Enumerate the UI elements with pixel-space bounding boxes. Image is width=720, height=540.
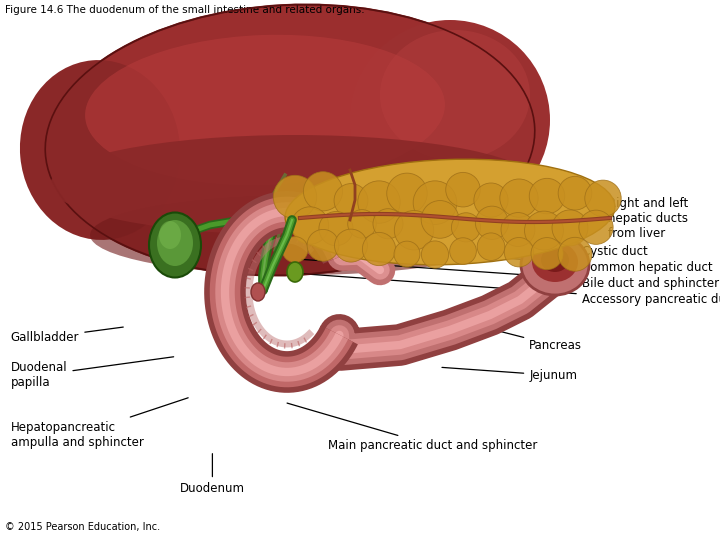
Text: Jejunum: Jejunum (442, 367, 577, 382)
Circle shape (394, 241, 420, 267)
Circle shape (335, 229, 367, 262)
Ellipse shape (50, 135, 540, 235)
Circle shape (552, 210, 588, 246)
Circle shape (395, 211, 433, 250)
Ellipse shape (521, 235, 589, 295)
Ellipse shape (45, 4, 535, 275)
Ellipse shape (532, 242, 578, 282)
Text: Pancreas: Pancreas (453, 319, 582, 352)
Circle shape (413, 181, 456, 225)
Ellipse shape (285, 159, 615, 265)
Text: Cystic duct: Cystic duct (316, 235, 647, 258)
Circle shape (475, 206, 508, 239)
Circle shape (558, 177, 592, 210)
Circle shape (477, 233, 505, 260)
Text: © 2015 Pearson Education, Inc.: © 2015 Pearson Education, Inc. (5, 522, 160, 532)
Circle shape (446, 172, 480, 207)
Ellipse shape (90, 195, 510, 275)
Text: Bile duct and sphincter: Bile duct and sphincter (302, 259, 719, 290)
Circle shape (274, 176, 317, 219)
Circle shape (373, 208, 403, 239)
Circle shape (282, 237, 308, 262)
Text: Gallbladder: Gallbladder (11, 327, 123, 344)
Circle shape (525, 211, 564, 250)
Circle shape (450, 238, 477, 265)
Ellipse shape (157, 220, 193, 266)
Ellipse shape (85, 35, 445, 185)
Circle shape (558, 237, 592, 271)
Text: Figure 14.6 The duodenum of the small intestine and related organs.: Figure 14.6 The duodenum of the small in… (5, 5, 364, 15)
Text: Main pancreatic duct and sphincter: Main pancreatic duct and sphincter (287, 403, 537, 452)
Circle shape (387, 173, 427, 214)
Ellipse shape (251, 283, 265, 301)
Circle shape (362, 232, 395, 266)
Circle shape (531, 238, 563, 269)
Text: Hepatopancreatic
ampulla and sphincter: Hepatopancreatic ampulla and sphincter (11, 398, 188, 449)
Circle shape (421, 241, 449, 268)
Text: Duodenum: Duodenum (180, 454, 245, 495)
Circle shape (451, 213, 480, 242)
Ellipse shape (350, 20, 550, 220)
Circle shape (319, 212, 353, 246)
Ellipse shape (159, 221, 181, 249)
Ellipse shape (149, 213, 201, 278)
Text: Duodenal
papilla: Duodenal papilla (11, 357, 174, 389)
Circle shape (579, 210, 613, 245)
Circle shape (585, 180, 621, 217)
Ellipse shape (541, 248, 569, 272)
Circle shape (307, 230, 339, 261)
Ellipse shape (380, 30, 530, 160)
Text: Common hepatic duct: Common hepatic duct (312, 246, 712, 274)
Circle shape (358, 181, 400, 223)
Circle shape (292, 207, 329, 244)
Circle shape (334, 184, 368, 218)
Circle shape (303, 172, 343, 211)
Circle shape (348, 210, 377, 238)
Text: Accessory pancreatic duct: Accessory pancreatic duct (291, 273, 720, 306)
Ellipse shape (20, 60, 180, 240)
Circle shape (421, 200, 459, 238)
Ellipse shape (287, 262, 303, 282)
Circle shape (500, 179, 538, 217)
Circle shape (529, 178, 564, 214)
Circle shape (501, 213, 535, 246)
Text: Right and left
hepatic ducts
from liver: Right and left hepatic ducts from liver (402, 171, 688, 240)
Circle shape (474, 183, 508, 217)
Circle shape (504, 238, 534, 267)
